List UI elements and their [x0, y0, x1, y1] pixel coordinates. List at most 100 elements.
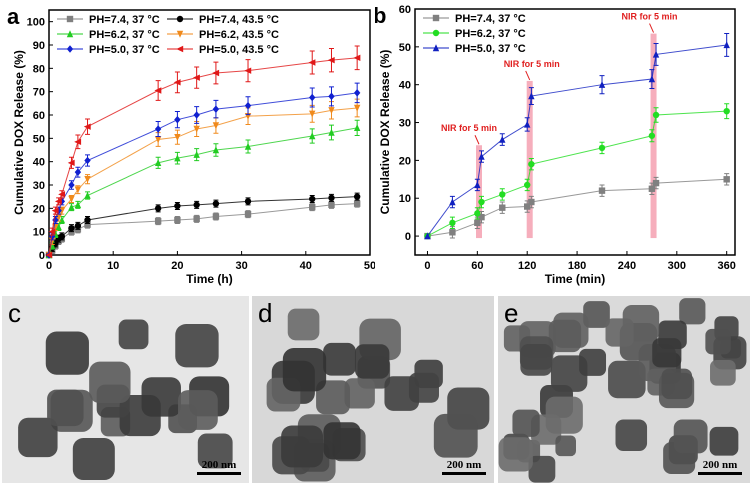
data-point: [652, 179, 660, 187]
x-tick-label: 300: [668, 260, 686, 272]
data-point: [212, 146, 220, 154]
x-tick-label: 180: [568, 260, 586, 272]
legend-entry: PH=6.2, 43.5 °C: [199, 29, 279, 41]
chart-b: NIR for 5 min NIR for 5 min NIR for 5 min 0…: [375, 3, 736, 286]
y-tick-label: 20: [33, 203, 45, 215]
annotation-arrow: [525, 70, 531, 81]
data-point: [51, 207, 59, 214]
data-point: [723, 176, 730, 183]
nanoparticle: [528, 455, 556, 483]
data-point: [648, 185, 656, 192]
data-point: [478, 152, 485, 160]
series-line: [48, 127, 358, 256]
x-tick-label: 360: [718, 260, 736, 272]
data-point: [499, 191, 506, 198]
data-point: [58, 191, 66, 198]
data-point: [723, 107, 730, 115]
nanoparticle: [281, 425, 324, 468]
data-point: [74, 186, 82, 194]
x-axis-label: Time (min): [545, 272, 605, 286]
data-point: [652, 50, 660, 58]
legend-entry: PH=5.0, 37 °C: [89, 44, 160, 56]
data-point: [528, 198, 535, 206]
data-point: [68, 224, 75, 232]
series-0: [45, 199, 361, 259]
data-point: [212, 200, 220, 207]
y-tick-label: 30: [399, 118, 411, 130]
data-point: [212, 69, 220, 77]
data-point: [193, 201, 200, 209]
data-point: [474, 219, 481, 227]
data-point: [68, 203, 75, 211]
data-point: [328, 194, 335, 202]
nanoparticle: [323, 342, 356, 376]
nanoparticle: [679, 298, 706, 325]
scale-bar-c: 200 nm: [197, 459, 241, 475]
nanoparticle: [282, 348, 327, 392]
data-point: [68, 181, 75, 189]
nanoparticle: [605, 318, 634, 347]
data-point: [244, 210, 252, 218]
y-tick-label: 0: [39, 250, 45, 262]
data-point: [174, 202, 181, 210]
y-tick-label: 40: [33, 157, 45, 169]
data-point: [84, 175, 91, 183]
data-point: [474, 210, 481, 217]
data-point: [652, 111, 660, 119]
nir-annotation: NIR for 5 min: [622, 12, 678, 22]
x-tick-label: 120: [518, 260, 536, 272]
y-tick-label: 80: [33, 63, 45, 75]
data-point: [54, 198, 62, 205]
data-point: [84, 156, 91, 165]
nir-annotation: NIR for 5 min: [441, 123, 497, 133]
data-point: [52, 223, 59, 231]
nanoparticle: [710, 359, 736, 386]
series-1: [45, 192, 361, 259]
panel-label-c: c: [8, 298, 21, 328]
nanoparticle: [118, 319, 149, 350]
nanoparticle: [709, 426, 739, 456]
annotation-arrow: [474, 135, 480, 145]
nanoparticle: [520, 343, 553, 376]
data-point: [478, 198, 485, 206]
scale-bar-label: 200 nm: [201, 459, 237, 471]
data-point: [524, 181, 531, 189]
data-point: [244, 101, 252, 110]
data-point: [66, 45, 74, 53]
data-point: [74, 138, 82, 146]
data-point: [174, 216, 181, 224]
data-point: [424, 232, 431, 240]
tem-image-c: c 200 nm: [2, 296, 249, 483]
nanoparticle: [498, 437, 533, 472]
series-0: [424, 173, 730, 240]
nanoparticle: [354, 344, 390, 379]
nanoparticle: [141, 377, 181, 417]
data-point: [309, 195, 316, 203]
data-point: [309, 132, 316, 140]
scale-bar-e: 200 nm: [698, 459, 742, 475]
data-point: [309, 203, 316, 211]
y-axis-label: Cumulative DOX Release (%): [12, 50, 26, 215]
y-tick-label: 20: [399, 155, 411, 167]
series-3: [45, 98, 361, 259]
series-line: [427, 44, 727, 237]
y-tick-label: 70: [33, 87, 45, 99]
data-point: [83, 123, 91, 130]
nanoparticle: [550, 355, 588, 392]
data-point: [449, 219, 456, 227]
series-line: [48, 92, 358, 256]
nanoparticle: [287, 308, 320, 341]
nanoparticle: [433, 413, 478, 458]
nanoparticle: [18, 417, 58, 458]
panel-label: a: [7, 4, 20, 29]
data-point: [45, 251, 53, 259]
y-tick-label: 30: [33, 180, 45, 192]
legend-entry: PH=7.4, 37 °C: [455, 13, 526, 25]
data-point: [648, 132, 656, 139]
data-point: [154, 87, 162, 94]
scale-bar-d: 200 nm: [442, 459, 486, 475]
legend-entry: PH=7.4, 37 °C: [89, 14, 160, 26]
tem-image-d: d 200 nm: [252, 296, 494, 483]
data-point: [524, 120, 531, 128]
legend-entry: PH=5.0, 37 °C: [455, 43, 526, 55]
